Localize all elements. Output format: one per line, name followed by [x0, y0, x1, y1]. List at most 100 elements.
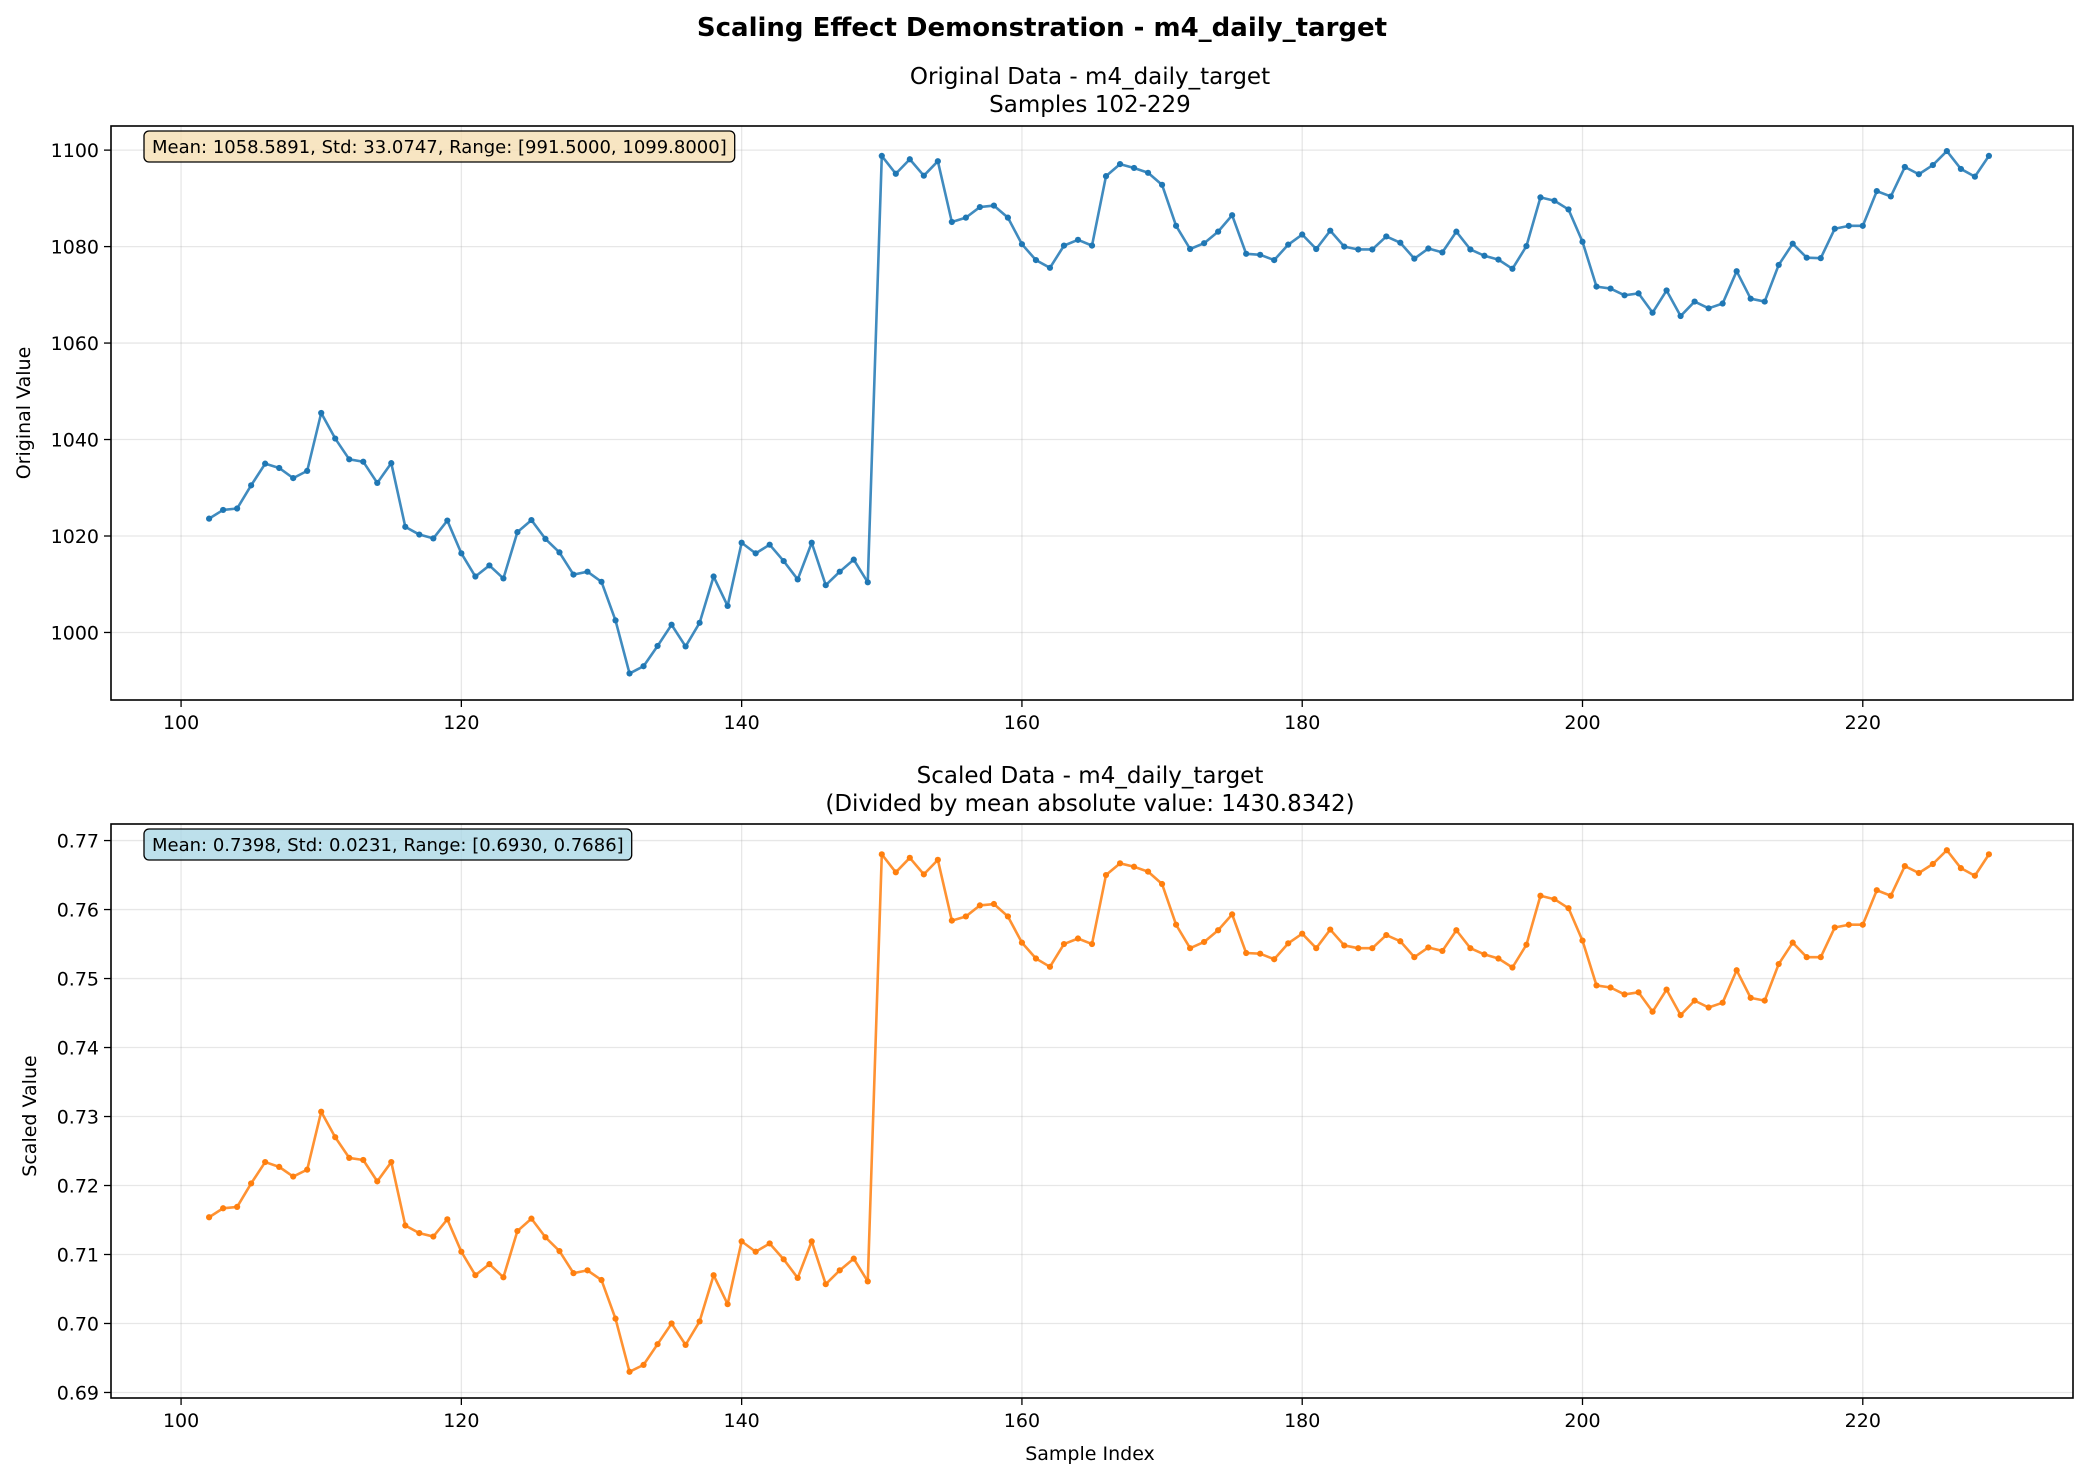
scaled-data-point	[486, 1261, 493, 1268]
scaled-data-point	[528, 1215, 535, 1222]
scaled-y-tick-label: 0.72	[57, 1176, 99, 1198]
scaled-y-tick-label: 0.69	[57, 1382, 99, 1404]
original-data-point	[1355, 246, 1362, 253]
scaled-data-point	[990, 900, 998, 908]
original-data-point	[1439, 249, 1446, 256]
original-data-point	[528, 516, 535, 524]
original-data-point	[1971, 173, 1978, 180]
scaled-data-point	[836, 1267, 843, 1274]
scaled-data-point	[710, 1272, 717, 1279]
original-data-point	[388, 460, 395, 467]
original-data-point	[976, 203, 983, 211]
scaled-data-point	[332, 1134, 339, 1141]
original-data-point	[1705, 305, 1712, 312]
scaled-data-point	[1060, 940, 1068, 948]
original-data-point	[1565, 206, 1572, 213]
scaled-data-point	[290, 1173, 297, 1180]
original-data-point	[1775, 261, 1782, 269]
original-data-point	[612, 617, 619, 624]
scaled-data-point	[1187, 945, 1194, 952]
original-data-point	[1761, 298, 1768, 305]
scaled-data-point	[248, 1180, 255, 1187]
original-data-point	[1929, 161, 1936, 169]
original-data-point	[1411, 255, 1418, 262]
scaled-data-point	[1859, 921, 1866, 928]
original-data-point	[262, 460, 269, 467]
original-data-point	[1201, 240, 1208, 247]
scaled-data-point	[1845, 921, 1852, 928]
scaled-data-point	[1803, 954, 1810, 961]
scaled-data-point	[1257, 950, 1264, 957]
original-y-tick-label: 1060	[51, 333, 99, 355]
original-data-point	[1649, 309, 1656, 316]
original-data-point	[934, 158, 941, 165]
scaled-data-point	[220, 1205, 227, 1212]
original-data-point	[1116, 161, 1124, 168]
original-data-point	[1677, 312, 1684, 320]
original-data-point	[1397, 239, 1404, 246]
scaled-data-point	[724, 1301, 731, 1308]
original-data-point	[1789, 240, 1796, 247]
original-data-point	[1551, 197, 1558, 204]
scaled-data-point	[1271, 956, 1278, 963]
scaled-data-point	[388, 1158, 395, 1166]
scaled-axes-frame	[110, 823, 2074, 1399]
original-data-point	[1481, 252, 1488, 259]
original-data-point	[1733, 268, 1740, 275]
original-data-point	[1299, 231, 1306, 238]
scaled-data-point	[1943, 847, 1950, 854]
scaled-y-tick-label: 0.77	[57, 831, 99, 853]
scaled-axes-subtitle: (Divided by mean absolute value: 1430.83…	[825, 791, 1354, 817]
original-x-tick-label: 100	[163, 712, 199, 734]
original-data-point	[458, 550, 465, 557]
scaled-data-point	[1439, 947, 1446, 955]
original-data-point	[668, 621, 675, 628]
scaled-data-point	[556, 1247, 563, 1255]
scaled-data-point	[626, 1368, 633, 1375]
scaled-data-point	[864, 1278, 871, 1285]
scaled-data-point	[374, 1178, 381, 1185]
scaled-data-point	[1018, 939, 1026, 946]
scaled-axes-title: Scaled Data - m4_daily_target	[917, 763, 1264, 789]
scaled-data-point	[612, 1315, 619, 1322]
original-data-point	[1130, 164, 1138, 172]
scaled-data-point	[1509, 964, 1516, 971]
original-y-tick-label: 1020	[51, 526, 99, 548]
scaled-data-point	[808, 1238, 815, 1245]
scaled-data-point	[1243, 949, 1250, 957]
scaled-data-axes: 100 120 140 160 180 200 220 0.69 0.70 0.71 0.72 0.7…	[57, 823, 2074, 1432]
scaled-data-point	[1579, 937, 1586, 944]
original-data-point	[1467, 246, 1474, 253]
scaled-data-point	[430, 1233, 437, 1240]
original-data-point	[206, 515, 213, 522]
original-data-point	[276, 464, 283, 472]
original-data-point	[1495, 256, 1502, 263]
original-data-point	[780, 557, 787, 565]
scaled-data-point	[444, 1216, 451, 1223]
scaled-x-tick-label: 140	[724, 1410, 760, 1432]
original-data-point	[1957, 165, 1964, 173]
scaled-data-point	[1775, 960, 1782, 968]
scaled-data-point	[542, 1234, 549, 1241]
original-data-point	[1144, 169, 1152, 176]
original-data-point	[220, 506, 227, 514]
scaled-data-point	[878, 851, 885, 858]
scaled-series-line	[208, 848, 1990, 1374]
original-data-point	[1285, 241, 1292, 248]
original-data-point	[360, 458, 367, 465]
scaled-data-point	[1397, 938, 1404, 945]
scaled-data-point	[1831, 924, 1838, 931]
original-data-point	[920, 172, 927, 179]
scaled-data-point	[920, 871, 927, 878]
original-y-tick-label: 1000	[51, 622, 99, 644]
scaled-data-point	[1565, 905, 1572, 912]
scaled-data-point	[1593, 982, 1600, 989]
original-data-point	[1341, 243, 1348, 250]
scaled-y-tick-label: 0.71	[57, 1245, 99, 1267]
original-data-point	[948, 218, 955, 226]
original-data-point	[738, 539, 745, 546]
scaled-data-point	[934, 856, 941, 863]
original-data-point	[598, 578, 605, 585]
original-data-point	[1313, 245, 1320, 253]
